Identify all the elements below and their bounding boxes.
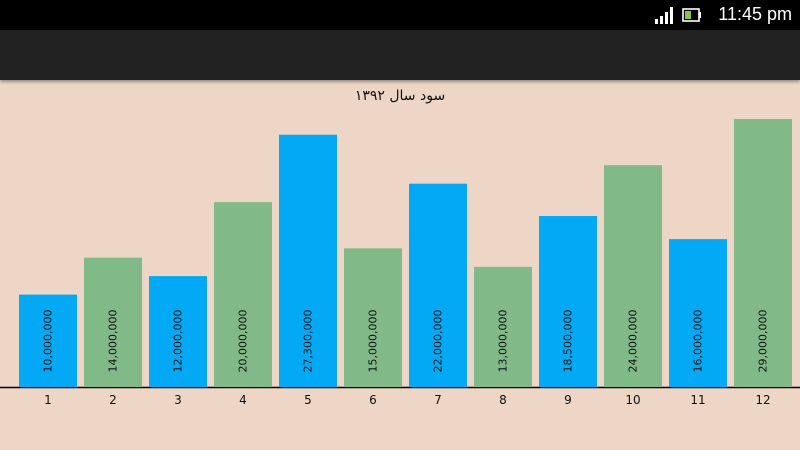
bar-6[interactable] [344,248,402,387]
x-tick-label: 2 [109,393,117,407]
bar-1[interactable] [19,294,77,387]
bar-12[interactable] [734,119,792,387]
bar-value-label: 22,000,000 [432,310,445,373]
bar-value-label: 12,000,000 [172,310,185,373]
bar-10[interactable] [604,165,662,387]
bar-value-label: 18,500,000 [562,310,575,373]
bar-value-label: 10,000,000 [42,310,55,373]
chart-title: سود سال ۱۳۹۲ [354,88,446,104]
bar-chart: 10,000,000 1 14,000,000 2 12,000,000 3 20,000,… [0,119,800,407]
bar-value-label: 16,000,000 [692,310,705,373]
bar-value-label: 27,300,000 [302,310,315,373]
bar-value-label: 15,000,000 [367,310,380,373]
bar-3[interactable] [149,276,207,387]
bar-value-label: 24,000,000 [627,310,640,373]
bar-2[interactable] [84,257,142,387]
bar-4[interactable] [214,202,272,387]
bar-5[interactable] [279,134,337,387]
bar-value-label: 20,000,000 [237,310,250,373]
bar-value-label: 29,000,000 [757,310,770,373]
bar-7[interactable] [409,183,467,387]
x-tick-label: 11 [690,393,705,407]
x-tick-label: 5 [304,393,312,407]
x-tick-label: 9 [564,393,572,407]
status-bar: 11:45 pm [0,0,800,30]
x-tick-label: 1 [44,393,52,407]
bar-value-label: 13,000,000 [497,310,510,373]
x-tick-label: 7 [434,393,442,407]
x-tick-label: 12 [755,393,770,407]
x-tick-label: 8 [499,393,507,407]
bar-11[interactable] [669,239,727,387]
action-bar [0,30,800,80]
signal-icon [655,7,673,24]
status-time: 11:45 pm [718,4,792,24]
x-tick-label: 6 [369,393,377,407]
bar-value-label: 14,000,000 [107,310,120,373]
bar-8[interactable] [474,266,532,387]
x-tick-label: 4 [239,393,247,407]
bar-9[interactable] [539,216,597,387]
x-tick-label: 10 [625,393,640,407]
x-tick-label: 3 [174,393,182,407]
battery-icon [682,8,701,22]
